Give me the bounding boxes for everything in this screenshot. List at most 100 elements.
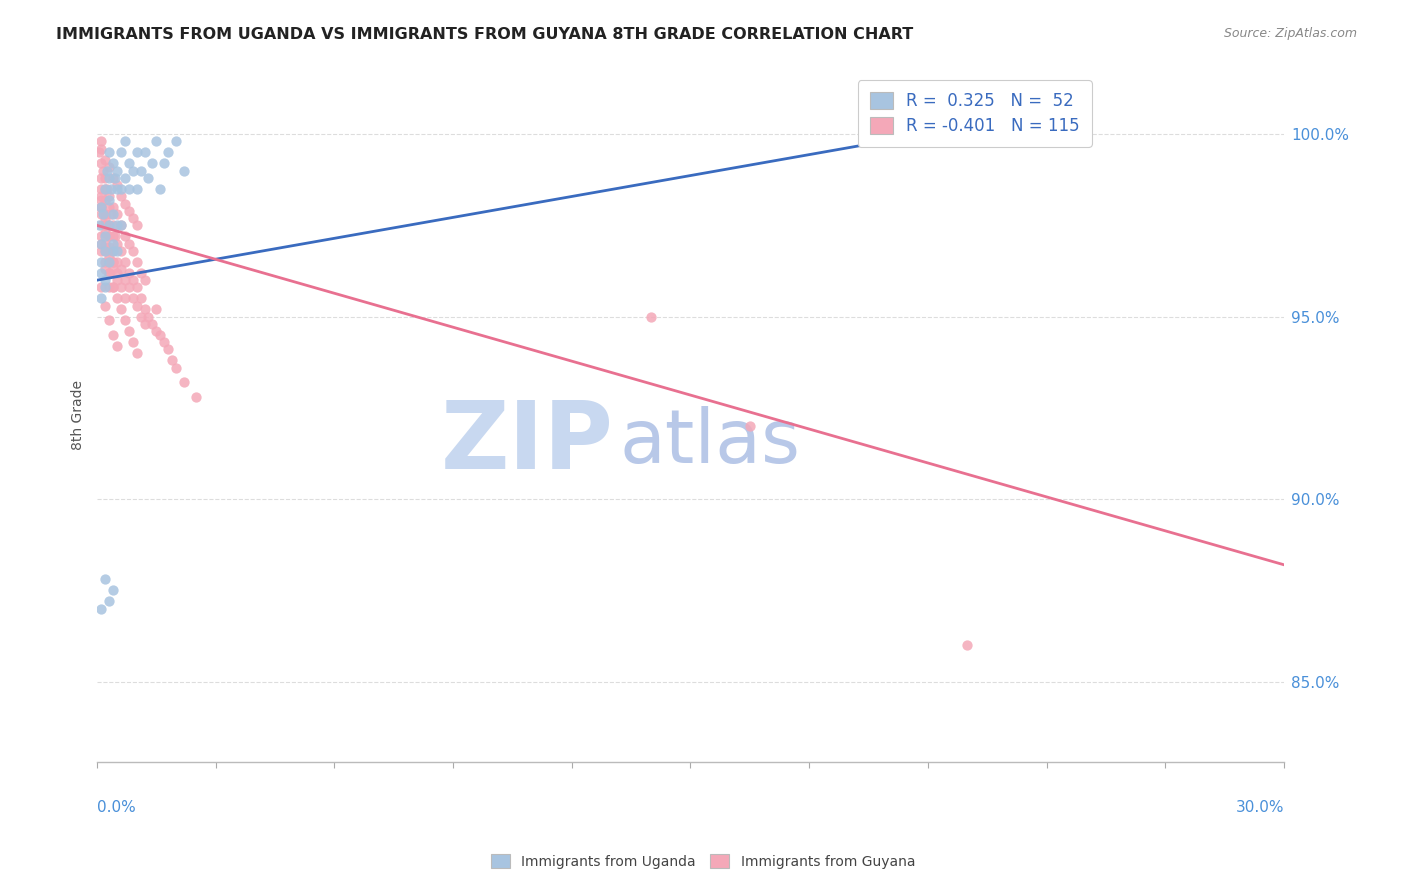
Point [87,219,110,233]
Point [94,244,117,258]
Point [105,219,128,233]
Point [101,200,124,214]
Point [90,236,112,251]
Point [90,292,112,306]
Point [157,145,180,160]
Point [94,182,117,196]
Point [97,252,120,266]
Point [134,302,156,317]
Point [105,255,128,269]
Point [94,236,117,251]
Y-axis label: 8th Grade: 8th Grade [72,380,86,450]
Point [101,156,124,170]
Point [145,302,167,317]
Point [104,229,127,244]
Point [101,244,124,258]
Point [104,171,127,186]
Point [97,193,120,207]
Point [110,219,132,233]
Point [97,594,120,608]
Point [125,346,148,360]
Point [110,280,132,294]
Point [157,343,180,357]
Point [97,266,120,280]
Point [90,156,112,170]
Point [153,335,176,350]
Point [100,182,122,196]
Legend: R =  0.325   N =  52, R = -0.401   N = 115: R = 0.325 N = 52, R = -0.401 N = 115 [858,80,1091,146]
Point [956,638,979,652]
Point [90,135,112,149]
Point [165,360,187,375]
Point [90,182,112,196]
Point [90,200,112,214]
Point [97,266,120,280]
Point [110,219,132,233]
Point [94,262,117,277]
Point [97,255,120,269]
Point [121,211,143,226]
Point [97,229,120,244]
Point [125,182,148,196]
Point [101,280,124,294]
Legend: Immigrants from Uganda, Immigrants from Guyana: Immigrants from Uganda, Immigrants from … [485,849,921,874]
Point [94,280,117,294]
Point [125,145,148,160]
Point [118,280,141,294]
Text: IMMIGRANTS FROM UGANDA VS IMMIGRANTS FROM GUYANA 8TH GRADE CORRELATION CHART: IMMIGRANTS FROM UGANDA VS IMMIGRANTS FRO… [56,27,914,42]
Point [134,273,156,287]
Point [97,313,120,327]
Point [165,135,187,149]
Point [114,255,136,269]
Point [97,189,120,203]
Point [105,292,128,306]
Point [94,273,117,287]
Point [118,236,141,251]
Point [101,171,124,186]
Point [118,203,141,218]
Text: Source: ZipAtlas.com: Source: ZipAtlas.com [1223,27,1357,40]
Point [149,182,172,196]
Point [110,262,132,277]
Text: atlas: atlas [619,407,800,479]
Point [125,280,148,294]
Point [90,171,112,186]
Point [114,229,136,244]
Point [90,266,112,280]
Point [105,182,128,196]
Point [91,163,114,178]
Point [101,207,124,221]
Point [121,273,143,287]
Point [97,240,120,254]
Point [118,156,141,170]
Point [90,207,112,221]
Point [97,219,120,233]
Point [125,299,148,313]
Point [90,200,112,214]
Point [94,226,117,240]
Point [101,219,124,233]
Point [110,189,132,203]
Point [97,160,120,174]
Point [110,145,132,160]
Point [94,171,117,186]
Point [125,219,148,233]
Point [94,207,117,221]
Point [173,376,195,390]
Point [91,207,114,221]
Point [94,219,117,233]
Point [97,244,120,258]
Point [101,327,124,342]
Point [153,156,176,170]
Point [129,292,152,306]
Point [101,255,124,269]
Point [173,163,195,178]
Point [90,280,112,294]
Point [90,244,112,258]
Point [129,310,152,324]
Point [96,182,118,196]
Point [94,207,117,221]
Text: ZIP: ZIP [440,397,613,489]
Point [90,193,112,207]
Point [94,219,117,233]
